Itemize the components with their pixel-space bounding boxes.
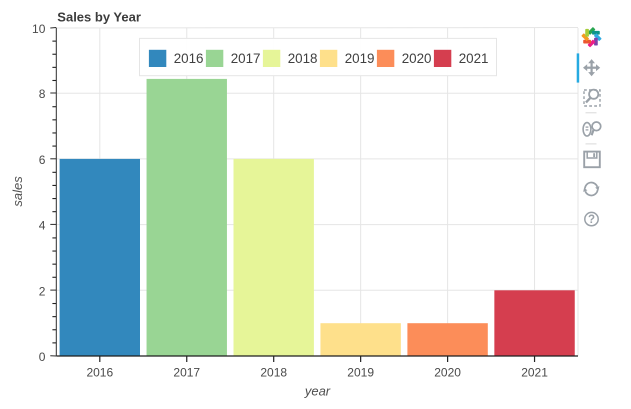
svg-text:2021: 2021: [459, 51, 489, 66]
svg-text:2: 2: [39, 284, 46, 298]
svg-text:8: 8: [39, 87, 46, 101]
svg-text:2019: 2019: [347, 366, 374, 380]
svg-text:2019: 2019: [345, 51, 375, 66]
svg-text:0: 0: [39, 350, 46, 364]
svg-text:year: year: [304, 383, 331, 398]
svg-text:2018: 2018: [260, 366, 287, 380]
svg-text:2017: 2017: [173, 366, 200, 380]
svg-text:Sales by Year: Sales by Year: [57, 9, 141, 24]
svg-text:4: 4: [39, 219, 46, 233]
svg-text:10: 10: [32, 22, 46, 36]
svg-text:?: ?: [588, 214, 595, 226]
svg-text:2016: 2016: [174, 51, 204, 66]
svg-text:6: 6: [39, 153, 46, 167]
svg-text:2016: 2016: [86, 366, 113, 380]
svg-text:sales: sales: [10, 176, 25, 207]
svg-text:2020: 2020: [434, 366, 461, 380]
svg-text:2020: 2020: [402, 51, 432, 66]
svg-text:2017: 2017: [231, 51, 261, 66]
svg-text:2018: 2018: [288, 51, 318, 66]
svg-text:2021: 2021: [521, 366, 548, 380]
